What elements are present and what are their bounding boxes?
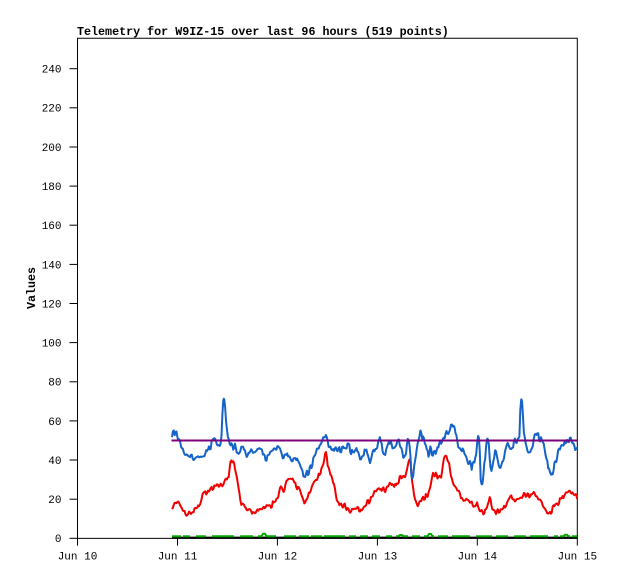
svg-text:220: 220 xyxy=(42,104,62,116)
svg-text:60: 60 xyxy=(48,417,61,429)
svg-text:Jun 11: Jun 11 xyxy=(158,551,198,563)
svg-text:160: 160 xyxy=(42,221,62,233)
svg-text:240: 240 xyxy=(42,65,62,77)
svg-text:140: 140 xyxy=(42,260,62,272)
svg-text:0: 0 xyxy=(55,534,62,546)
svg-text:Jun 12: Jun 12 xyxy=(258,551,298,563)
svg-text:120: 120 xyxy=(42,299,62,311)
svg-text:Jun 10: Jun 10 xyxy=(58,551,98,563)
svg-text:20: 20 xyxy=(48,495,61,507)
svg-text:100: 100 xyxy=(42,339,62,351)
svg-text:40: 40 xyxy=(48,456,61,468)
svg-text:200: 200 xyxy=(42,143,62,155)
svg-text:Jun 15: Jun 15 xyxy=(557,551,597,563)
svg-text:80: 80 xyxy=(48,378,61,390)
svg-text:Values: Values xyxy=(25,267,39,309)
svg-text:Jun 14: Jun 14 xyxy=(457,551,497,563)
svg-text:Telemetry for W9IZ-15 over las: Telemetry for W9IZ-15 over last 96 hours… xyxy=(77,25,449,39)
svg-text:Jun 13: Jun 13 xyxy=(358,551,398,563)
svg-text:180: 180 xyxy=(42,182,62,194)
